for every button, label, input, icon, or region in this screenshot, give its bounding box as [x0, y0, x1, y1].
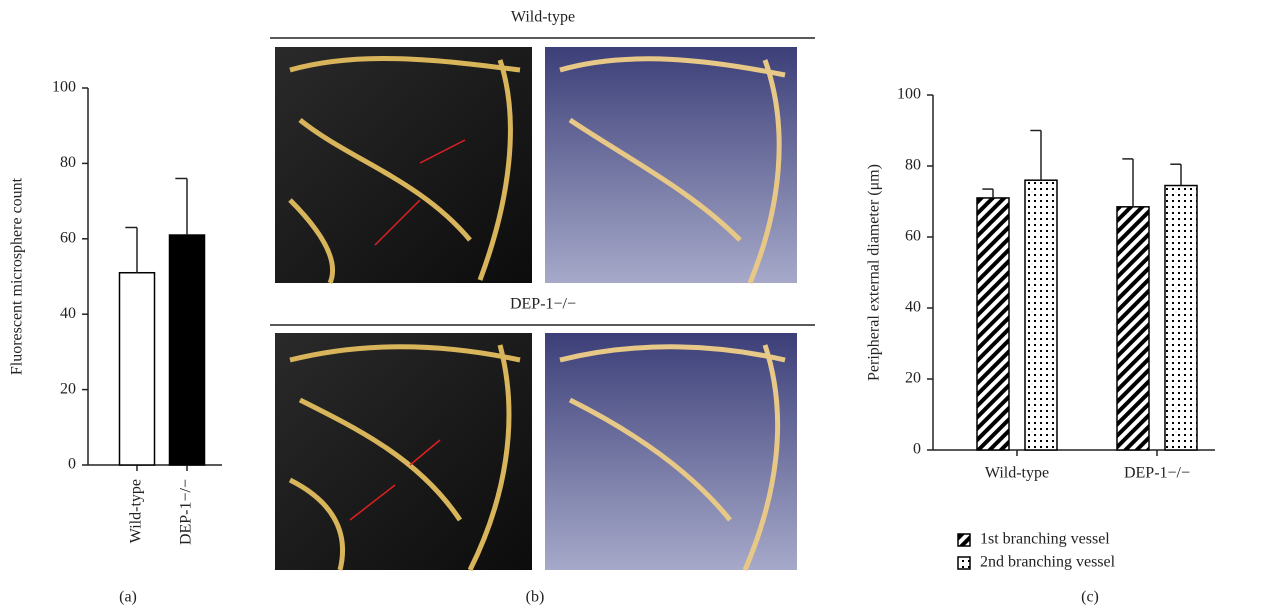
panel-label: (a) — [119, 589, 137, 606]
y-tick-label: 100 — [52, 79, 76, 96]
y-tick-label: 20 — [905, 370, 921, 387]
x-tick-label: Wild-type — [128, 479, 145, 543]
y-tick-label: 20 — [60, 380, 76, 397]
bar — [1164, 184, 1198, 451]
legend-label: 1st branching vessel — [980, 531, 1110, 548]
y-tick-label: 60 — [905, 228, 921, 245]
stereo-image — [545, 47, 797, 283]
x-tick-label: DEP-1−/− — [1124, 465, 1190, 482]
legend-label: 2nd branching vessel — [980, 554, 1116, 571]
y-tick-label: 60 — [60, 229, 76, 246]
panel-label: (c) — [1081, 589, 1099, 606]
arrows — [349, 139, 466, 521]
y-tick-label: 40 — [60, 305, 76, 322]
y-tick-label: 80 — [905, 157, 921, 174]
bar — [1024, 179, 1058, 451]
micro-ct-image — [275, 333, 532, 570]
bar — [976, 197, 1010, 451]
bar — [168, 234, 206, 466]
legend-swatch — [957, 533, 971, 547]
y-tick-label: 0 — [913, 441, 921, 458]
row-title: Wild-type — [511, 9, 575, 26]
y-tick-label: 80 — [60, 154, 76, 171]
panel-label: (b) — [526, 589, 545, 606]
y-tick-label: 0 — [68, 456, 76, 473]
x-tick-label: Wild-type — [985, 465, 1049, 482]
y-tick-label: 40 — [905, 299, 921, 316]
row-title: DEP-1−/− — [510, 296, 576, 313]
micro-ct-image — [275, 47, 532, 283]
image-panel: Wild-type DEP-1−/− (b) — [270, 9, 815, 606]
bar — [118, 271, 156, 466]
bar — [1116, 206, 1150, 451]
y-axis-label: Fluorescent microsphere count — [9, 177, 26, 375]
x-tick-label: DEP-1−/− — [178, 479, 195, 545]
y-axis-label: Peripheral external diameter (μm) — [866, 164, 883, 381]
legend-swatch — [957, 556, 971, 570]
vessels — [288, 55, 786, 572]
y-tick-label: 100 — [897, 86, 921, 103]
stereo-image — [545, 333, 797, 570]
